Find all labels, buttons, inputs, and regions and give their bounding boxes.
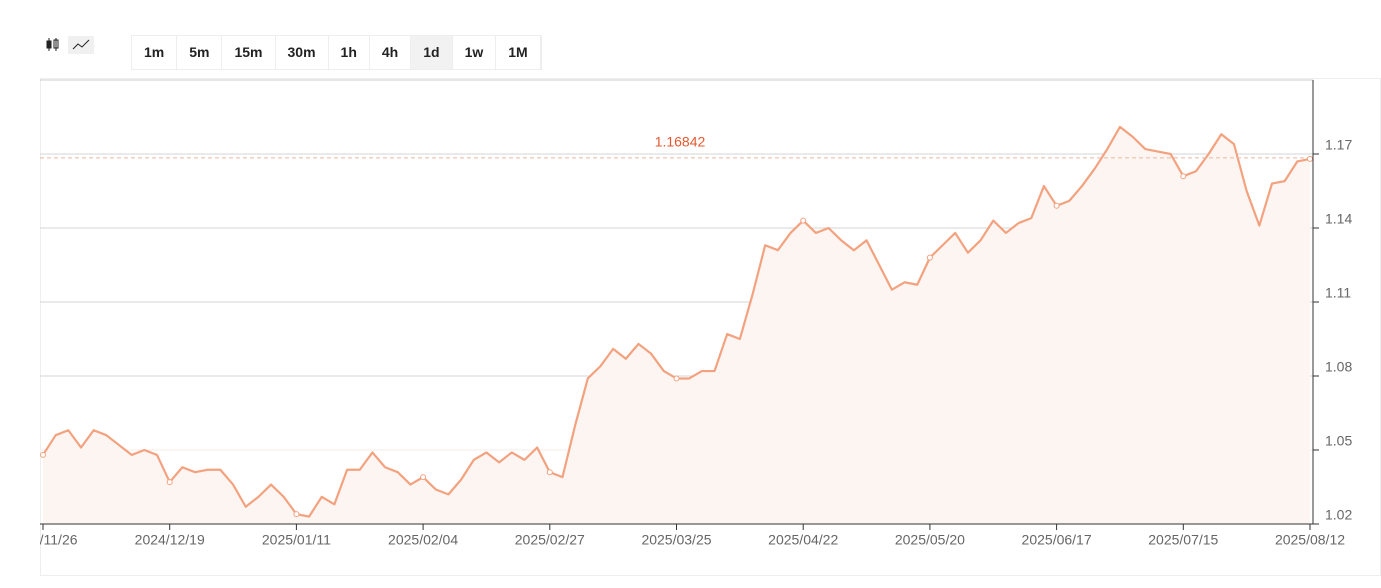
y-tick-label: 1.05	[1325, 433, 1352, 449]
x-tick-label: 2025/03/25	[641, 532, 711, 548]
point-marker	[546, 469, 553, 476]
point-marker	[1180, 173, 1187, 180]
point-marker	[926, 254, 933, 261]
point-marker	[1307, 155, 1313, 162]
interval-button[interactable]: 1w	[453, 36, 497, 69]
y-tick-label: 1.08	[1325, 359, 1352, 375]
x-tick-label: 2025/04/22	[768, 532, 838, 548]
chart-type-icons	[46, 36, 94, 54]
interval-button[interactable]: 4h	[370, 36, 412, 69]
area	[43, 126, 1310, 524]
x-tick-label: 2025/01/11	[262, 532, 331, 548]
interval-button[interactable]: 5m	[177, 36, 223, 69]
point-marker	[1053, 202, 1060, 209]
x-tick-label: 2024/11/26	[8, 532, 77, 548]
line-icon[interactable]	[72, 39, 90, 50]
interval-button[interactable]: 1M	[496, 36, 541, 69]
interval-toolbar: 1m 5m 15m 30m 1h 4h 1d 1w 1M	[131, 35, 542, 70]
y-tick-label: 1.17	[1325, 137, 1352, 153]
point-marker	[800, 217, 807, 224]
interval-button[interactable]: 1h	[329, 36, 370, 69]
point-marker	[420, 474, 427, 481]
point-marker	[40, 451, 46, 458]
candle-icon[interactable]	[46, 38, 59, 51]
interval-button[interactable]: 30m	[276, 36, 329, 69]
interval-button[interactable]: 1d	[411, 36, 453, 69]
price-label: 1.16842	[655, 134, 706, 150]
y-tick-label: 1.02	[1325, 507, 1352, 523]
x-tick-label: 2025/02/04	[388, 532, 458, 548]
point-marker	[293, 511, 300, 518]
x-tick-label: 2025/02/27	[515, 532, 585, 548]
x-tick-label: 2025/06/17	[1022, 532, 1092, 548]
line-icon-bg[interactable]	[68, 36, 94, 54]
x-tick-label: 2025/08/12	[1275, 532, 1345, 548]
y-tick-label: 1.14	[1325, 211, 1352, 227]
interval-button[interactable]: 15m	[222, 36, 276, 69]
x-tick-label: 2024/12/19	[135, 532, 205, 548]
interval-button[interactable]: 1m	[132, 36, 178, 69]
point-marker	[673, 375, 680, 382]
point-marker	[166, 479, 173, 486]
y-tick-label: 1.11	[1325, 285, 1351, 301]
x-tick-label: 2025/07/15	[1148, 532, 1218, 548]
x-tick-label: 2025/05/20	[895, 532, 965, 548]
